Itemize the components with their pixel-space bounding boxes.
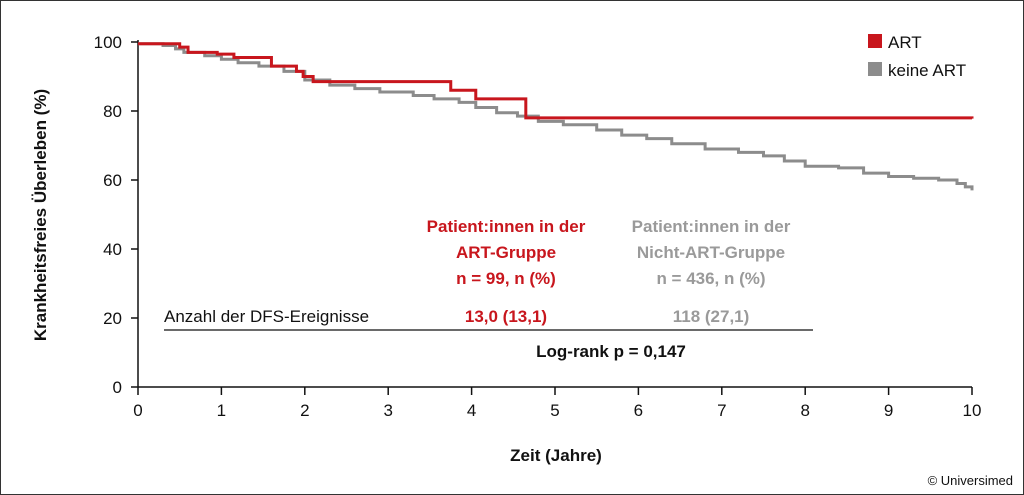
x-tick-label: 1 [217, 401, 226, 420]
survival-curves [138, 42, 974, 191]
dfs-events-row-label: Anzahl der DFS-Ereignisse [164, 307, 369, 326]
logrank-label: Log-rank p = 0,147 [536, 342, 686, 361]
axes: 0 20 40 60 80 100 0 1 2 3 4 5 6 7 8 9 10 [94, 33, 982, 420]
y-tick-label: 60 [103, 171, 122, 190]
x-tick-label: 5 [550, 401, 559, 420]
x-axis-title: Zeit (Jahre) [510, 446, 602, 465]
legend-swatch-art [868, 34, 882, 48]
y-tick-label: 0 [113, 378, 122, 397]
annotation-table: Patient:innen in der ART-Gruppe n = 99, … [164, 217, 813, 361]
none-group-header-line1: Patient:innen in der [632, 217, 791, 236]
y-tick-label: 20 [103, 309, 122, 328]
x-tick-label: 0 [133, 401, 142, 420]
art-group-header-line3: n = 99, n (%) [456, 269, 556, 288]
x-tick-label: 2 [300, 401, 309, 420]
none-dfs-events-value: 118 (27,1) [673, 307, 750, 326]
y-axis-title: Krankheitsfreies Überleben (%) [31, 89, 50, 341]
x-tick-label: 9 [884, 401, 893, 420]
series-line-keine-art [138, 42, 974, 191]
x-tick-label: 8 [800, 401, 809, 420]
art-group-header-line2: ART-Gruppe [456, 243, 556, 262]
y-tick-label: 80 [103, 102, 122, 121]
legend-label-art: ART [888, 33, 922, 52]
x-tick-label: 3 [383, 401, 392, 420]
art-group-header-line1: Patient:innen in der [427, 217, 586, 236]
x-tick-label: 4 [467, 401, 476, 420]
legend-label-keine-art: keine ART [888, 61, 966, 80]
none-group-header-line3: n = 436, n (%) [656, 269, 765, 288]
legend-swatch-keine-art [868, 62, 882, 76]
art-dfs-events-value: 13,0 (13,1) [465, 307, 547, 326]
legend: ART keine ART [868, 33, 966, 80]
y-tick-label: 40 [103, 240, 122, 259]
series-line-art [138, 42, 974, 120]
x-tick-label: 7 [717, 401, 726, 420]
copyright-notice: © Universimed [928, 473, 1013, 488]
none-group-header-line2: Nicht-ART-Gruppe [637, 243, 785, 262]
y-tick-label: 100 [94, 33, 122, 52]
x-tick-label: 10 [963, 401, 982, 420]
x-tick-label: 6 [634, 401, 643, 420]
